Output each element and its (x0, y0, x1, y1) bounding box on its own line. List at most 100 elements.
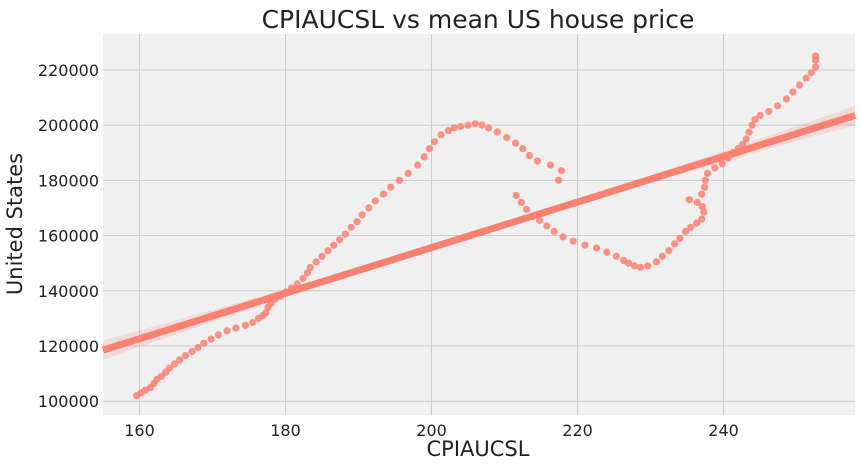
data-point (371, 197, 379, 205)
data-point (557, 167, 566, 175)
data-point (812, 63, 820, 71)
data-point (503, 133, 511, 142)
data-point (493, 128, 501, 136)
data-point (312, 258, 320, 266)
data-point (404, 169, 412, 177)
data-point (188, 347, 196, 356)
data-point (511, 139, 520, 147)
x-tick-label: 220 (562, 421, 593, 440)
data-point (703, 169, 712, 177)
data-point (207, 335, 215, 343)
data-point (176, 356, 184, 364)
x-axis-label: CPIAUCSL (427, 437, 530, 461)
data-point (592, 244, 601, 252)
data-point (756, 111, 764, 119)
data-point (671, 240, 679, 248)
data-point (687, 223, 695, 231)
data-point (682, 227, 690, 235)
data-point (379, 190, 387, 198)
data-point (358, 211, 366, 219)
data-point (630, 262, 639, 270)
data-point (303, 269, 311, 277)
data-point (519, 145, 527, 153)
data-point (430, 138, 439, 146)
data-point (450, 124, 458, 132)
data-point (559, 233, 567, 241)
data-point (569, 237, 577, 245)
data-point (181, 352, 190, 360)
data-point (685, 196, 693, 204)
data-point (444, 127, 452, 135)
chart-title: CPIAUCSL vs mean US house price (262, 5, 695, 34)
data-point (718, 160, 726, 168)
data-point (306, 263, 314, 271)
x-tick-label: 240 (708, 421, 739, 440)
data-point (170, 360, 179, 368)
data-point (437, 131, 445, 139)
data-point (536, 216, 544, 224)
data-point (774, 102, 782, 110)
y-tick-label: 200000 (38, 116, 99, 135)
x-tick-label: 200 (416, 421, 447, 440)
data-point (711, 164, 719, 172)
data-point (745, 128, 753, 136)
data-point (365, 204, 373, 212)
regression-line (101, 112, 857, 354)
data-point (612, 252, 620, 260)
data-point (581, 241, 589, 249)
data-point (701, 183, 709, 191)
data-point (698, 190, 706, 198)
scatter-points (133, 52, 820, 400)
data-point (353, 218, 361, 226)
data-point (517, 198, 525, 206)
data-point (478, 121, 486, 129)
x-tick-label: 160 (124, 421, 155, 440)
data-point (550, 227, 558, 235)
regression-line-layer (101, 112, 857, 354)
data-point (698, 215, 706, 223)
data-point (165, 364, 173, 372)
data-point (214, 331, 222, 339)
data-point (636, 263, 645, 271)
data-point (324, 247, 332, 255)
data-point (676, 234, 684, 242)
data-point (625, 259, 633, 267)
data-point (512, 191, 520, 200)
data-point (698, 203, 707, 211)
data-point (395, 176, 403, 184)
data-point (807, 69, 815, 77)
plot-area (103, 34, 855, 415)
data-point (765, 107, 773, 115)
data-point (318, 252, 326, 260)
data-point (693, 198, 701, 206)
data-point (414, 161, 422, 169)
y-tick-labels: 100000 120000 140000 160000 180000 200000 2200… (38, 61, 99, 411)
data-point (739, 140, 747, 148)
data-point (194, 343, 202, 351)
data-point (425, 145, 433, 153)
y-tick-label: 180000 (38, 171, 99, 190)
data-point (701, 176, 709, 184)
data-point (420, 153, 428, 161)
data-point (802, 74, 810, 82)
data-point (795, 81, 804, 89)
data-point (742, 135, 750, 143)
data-point (555, 176, 563, 184)
data-point (522, 205, 531, 213)
data-point (748, 121, 756, 129)
x-tick-label: 180 (270, 421, 301, 440)
data-point (262, 309, 270, 317)
data-point (693, 219, 701, 227)
y-tick-label: 120000 (38, 337, 99, 356)
data-point (249, 318, 257, 327)
y-axis-label: United States (3, 153, 27, 295)
data-point (603, 248, 611, 256)
data-point (658, 252, 666, 260)
data-point (347, 223, 355, 231)
y-tick-label: 160000 (38, 227, 99, 246)
data-point (644, 262, 652, 270)
data-point (484, 124, 493, 132)
y-tick-label: 140000 (38, 282, 99, 301)
data-point (223, 327, 231, 335)
